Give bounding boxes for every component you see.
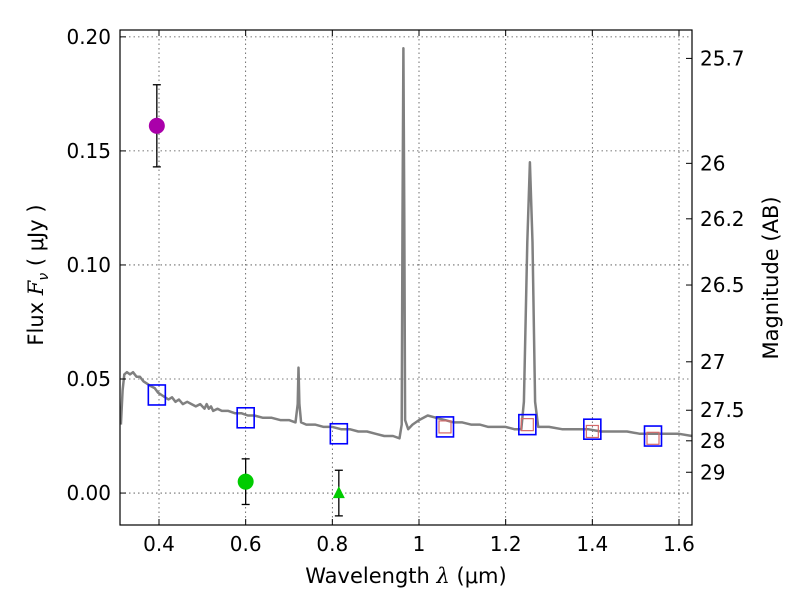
observed-band-square	[646, 431, 660, 445]
x-axis-title: Wavelength λ (μm)	[305, 564, 506, 588]
x-tick-label: 1.2	[490, 532, 522, 556]
model-band-square	[329, 422, 349, 445]
model-band-square	[518, 413, 537, 436]
axis-ticks: 0.4 0.6 0.8 1 1.2 1.4 1.6 0.00 0.05 0.10 0.15 0.20 2…	[66, 25, 744, 556]
x-axis-unit: (μm)	[450, 564, 507, 588]
photometry-point	[332, 469, 345, 517]
x-axis-title-main: Wavelength	[305, 564, 436, 588]
x-tick-label: 1	[413, 532, 426, 556]
model-band-square	[147, 384, 167, 406]
plot-frame	[119, 29, 693, 526]
mag-tick-label: 29	[700, 460, 725, 484]
x-tick-label: 0.6	[230, 532, 262, 556]
y-tick-label: 0.20	[66, 25, 111, 49]
mag-tick-label: 27	[700, 350, 725, 374]
y-axis-unit: ( μJy )	[24, 204, 48, 272]
sed-line-path	[119, 46, 693, 440]
mag-tick-label: 25.7	[700, 46, 745, 70]
mag-tick-label: 27.5	[700, 398, 745, 422]
y-axis-title-main: Flux	[24, 295, 48, 345]
x-tick-label: 0.8	[316, 532, 348, 556]
x-tick-label: 1.4	[576, 532, 608, 556]
x-axis-symbol: λ	[436, 564, 450, 588]
observed-band-square	[520, 418, 534, 432]
observed-band-square	[585, 424, 599, 439]
grid	[120, 30, 692, 525]
x-tick-label: 0.4	[143, 532, 175, 556]
upper-limit-triangle	[332, 486, 345, 499]
y-tick-label: 0.15	[66, 139, 111, 163]
model-band-square	[583, 418, 602, 440]
y-axis-symbol: F	[24, 279, 48, 296]
mag-tick-label: 26.5	[700, 273, 745, 297]
flux-circle	[237, 473, 254, 490]
y-axis-title: Flux Fν ( μJy )	[24, 204, 52, 345]
y-tick-label: 0.00	[66, 481, 111, 505]
data-markers	[147, 84, 663, 517]
model-band-square	[643, 425, 663, 447]
y2-axis-title: Magnitude (AB)	[759, 196, 783, 359]
x-tick-label: 1.6	[663, 532, 695, 556]
mag-tick-label: 26	[700, 151, 725, 175]
flux-circle	[148, 117, 165, 134]
model-band-square	[236, 406, 255, 429]
mag-tick-label: 28	[700, 429, 725, 453]
model-sed-line	[119, 46, 693, 440]
model-band-square	[435, 416, 455, 438]
y-axis-subscript: ν	[36, 273, 52, 281]
photometry-point	[237, 458, 254, 506]
photometry-point	[148, 84, 165, 168]
y-tick-label: 0.05	[66, 367, 111, 391]
y-tick-label: 0.10	[66, 253, 111, 277]
observed-band-square	[438, 420, 452, 434]
mag-tick-label: 26.2	[700, 207, 745, 231]
